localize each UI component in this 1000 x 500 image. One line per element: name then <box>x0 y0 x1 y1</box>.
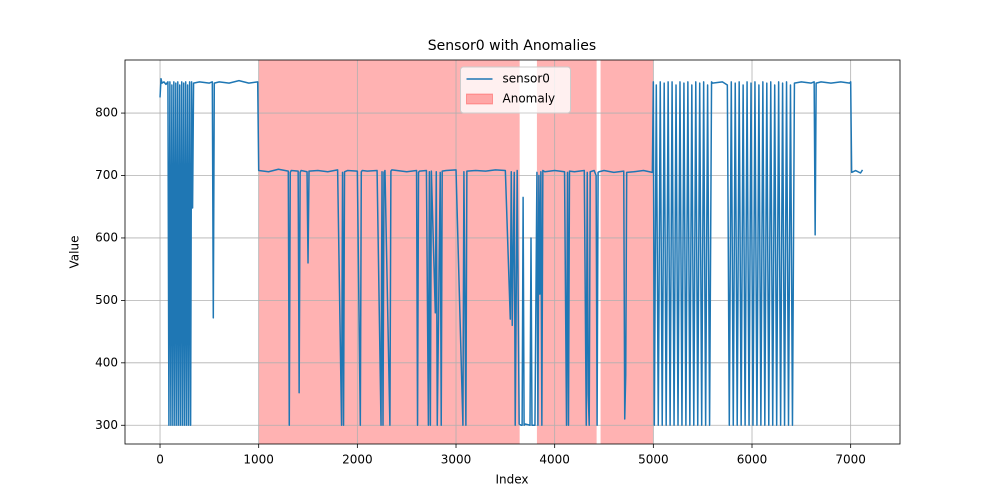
chart-title: Sensor0 with Anomalies <box>428 38 596 54</box>
y-tick-label: 500 <box>95 293 118 307</box>
legend-label: Anomaly <box>503 92 556 106</box>
legend-label: sensor0 <box>503 72 550 86</box>
anomaly-layer <box>258 60 654 444</box>
y-axis-label: Value <box>68 236 82 269</box>
y-tick-label: 800 <box>95 106 118 120</box>
x-tick-label: 0 <box>156 453 164 467</box>
legend-swatch <box>466 93 493 105</box>
legend: sensor0 Anomaly <box>460 66 571 114</box>
x-tick-label: 6000 <box>737 453 768 467</box>
x-tick-label: 5000 <box>638 453 669 467</box>
y-tick-label: 600 <box>95 230 118 244</box>
plot-layer <box>159 77 864 427</box>
plot-frame <box>124 59 901 445</box>
axes-layer: 0 1000 2000 3000 4000 5000 6000 7000 300 400 500 60… <box>95 59 901 467</box>
x-axis-label: Index <box>495 473 528 487</box>
y-tick-label: 700 <box>95 168 118 182</box>
x-tick-label: 2000 <box>342 453 373 467</box>
y-tick-label: 300 <box>95 418 118 432</box>
x-tick-label: 4000 <box>539 453 570 467</box>
x-tick-label: 1000 <box>243 453 274 467</box>
data-line <box>159 77 864 427</box>
x-tick-label: 7000 <box>835 453 866 467</box>
x-tick-label: 3000 <box>441 453 472 467</box>
y-tick-label: 400 <box>95 355 118 369</box>
